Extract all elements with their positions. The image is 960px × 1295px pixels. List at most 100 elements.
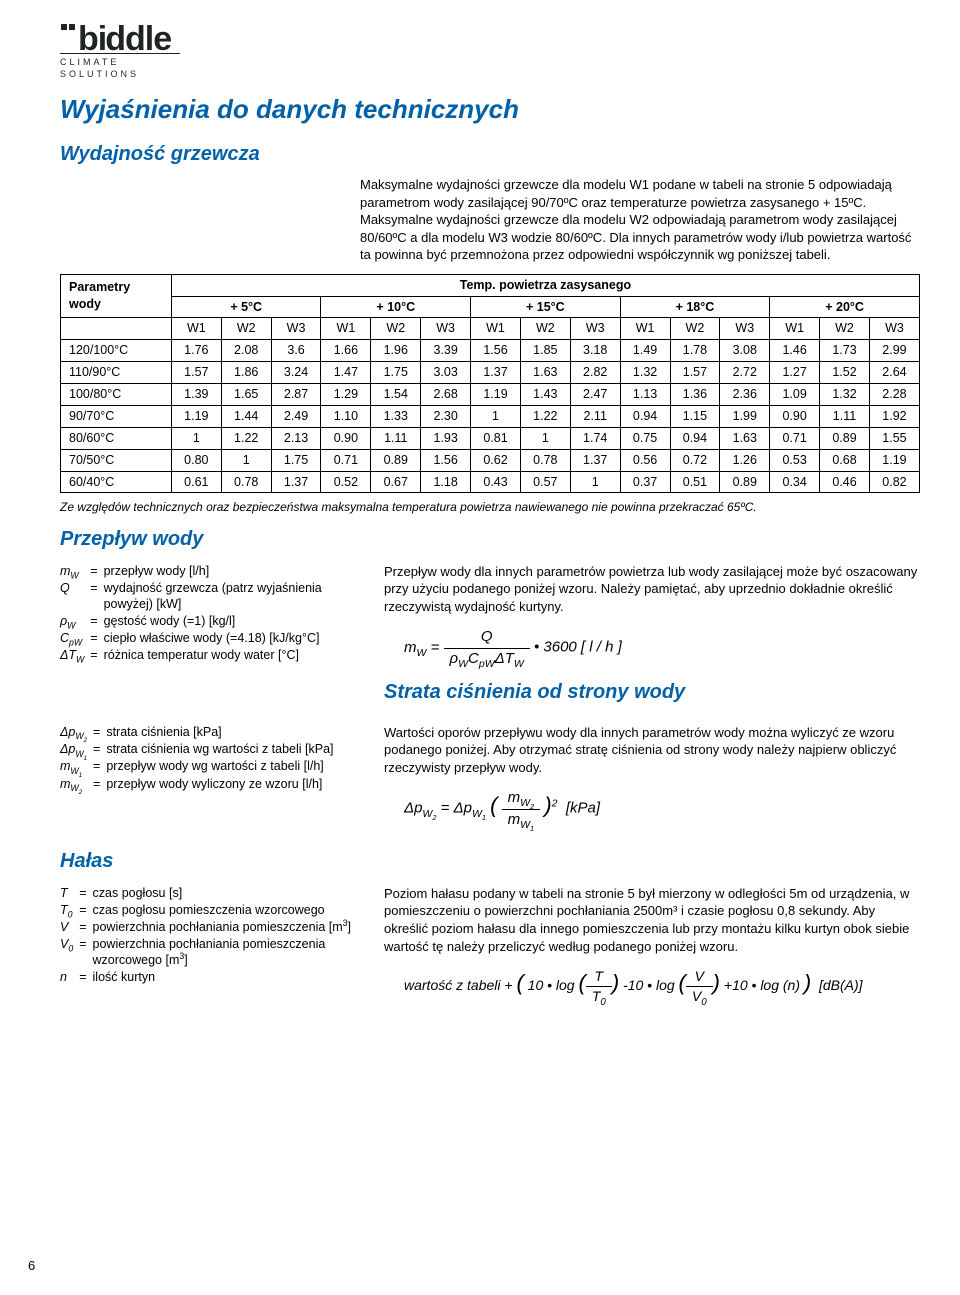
table-cell: 2.87 xyxy=(271,384,321,406)
definition-text: wydajność grzewcza (patrz wyjaśnienia po… xyxy=(104,580,360,614)
table-cell: 1.33 xyxy=(371,405,421,427)
table-subcol-cell: W1 xyxy=(171,318,221,340)
table-cell: 1.75 xyxy=(271,449,321,471)
table-cell: 0.57 xyxy=(520,471,570,493)
definition-equals: = xyxy=(93,741,106,758)
table-cell: 2.36 xyxy=(720,384,770,406)
definition-symbol: T0 xyxy=(60,902,79,919)
definition-text: strata ciśnienia wg wartości z tabeli [k… xyxy=(106,741,333,758)
pressure-formula: ΔpW2 = ΔpW1 ( mW2mW1 )2 [kPa] xyxy=(404,788,920,830)
table-cell: 1.93 xyxy=(421,427,471,449)
table-cell: 0.71 xyxy=(770,427,820,449)
table-subcol-cell: W2 xyxy=(670,318,720,340)
definition-symbol: mW xyxy=(60,563,90,580)
table-cell: 1.39 xyxy=(171,384,221,406)
table-cell: 1.86 xyxy=(221,362,271,384)
table-cell: 2.13 xyxy=(271,427,321,449)
table-cell: 1.43 xyxy=(520,384,570,406)
table-subcol-cell: W3 xyxy=(720,318,770,340)
table-cell: 1.29 xyxy=(321,384,371,406)
table-cell: 1.11 xyxy=(820,405,870,427)
table-subcol-cell: W1 xyxy=(620,318,670,340)
table-cell: 3.18 xyxy=(570,340,620,362)
table-cell: 1.18 xyxy=(421,471,471,493)
definition-text: powierzchnia pochłaniania pomieszczenia … xyxy=(93,936,360,970)
definition-symbol: mW1 xyxy=(60,758,93,775)
table-cell: 1.55 xyxy=(869,427,919,449)
table-cell: 1.37 xyxy=(471,362,521,384)
table-cell: 0.94 xyxy=(670,427,720,449)
definition-symbol: ρW xyxy=(60,613,90,630)
definition-symbol: mW2 xyxy=(60,776,93,793)
table-cell: 0.56 xyxy=(620,449,670,471)
table-subcol-cell: W1 xyxy=(770,318,820,340)
definition-symbol: ΔTW xyxy=(60,647,90,664)
table-row-label: 110/90°C xyxy=(61,362,172,384)
table-cell: 1 xyxy=(520,427,570,449)
table-subcol-cell: W2 xyxy=(820,318,870,340)
table-param-label: Parametry wody xyxy=(61,274,172,318)
definition-text: powierzchnia pochłaniania pomieszczenia … xyxy=(93,919,360,936)
definition-text: przepływ wody wg wartości z tabeli [l/h] xyxy=(106,758,333,775)
table-cell: 1.37 xyxy=(271,471,321,493)
table-cell: 0.46 xyxy=(820,471,870,493)
table-cell: 0.34 xyxy=(770,471,820,493)
table-cell: 1.85 xyxy=(520,340,570,362)
table-cell: 2.49 xyxy=(271,405,321,427)
definition-symbol: T xyxy=(60,885,79,902)
definition-text: przepływ wody wyliczony ze wzoru [l/h] xyxy=(106,776,333,793)
table-cell: 1.11 xyxy=(371,427,421,449)
table-row: 100/80°C1.391.652.871.291.542.681.191.43… xyxy=(61,384,920,406)
table-cell: 1.96 xyxy=(371,340,421,362)
table-cell: 0.61 xyxy=(171,471,221,493)
table-cell: 0.53 xyxy=(770,449,820,471)
heading-pressure: Strata ciśnienia od strony wody xyxy=(384,679,920,706)
pressure-definitions: ΔpW2=strata ciśnienia [kPa]ΔpW1=strata c… xyxy=(60,724,334,793)
table-cell: 0.89 xyxy=(371,449,421,471)
table-cell: 3.08 xyxy=(720,340,770,362)
definition-equals: = xyxy=(93,776,106,793)
flow-formula: mW = QρWCpWΔTW • 3600 [ l / h ] xyxy=(404,627,920,669)
table-cell: 1.56 xyxy=(421,449,471,471)
noise-intro: Poziom hałasu podany w tabeli na stronie… xyxy=(384,885,920,955)
brand-name: biddle xyxy=(60,24,180,55)
table-cell: 2.11 xyxy=(570,405,620,427)
table-temp-cell: + 18°C xyxy=(620,296,770,318)
table-cell: 1.99 xyxy=(720,405,770,427)
table-cell: 1.32 xyxy=(820,384,870,406)
definition-equals: = xyxy=(79,969,92,986)
table-cell: 1.57 xyxy=(670,362,720,384)
table-subcol-cell: W2 xyxy=(520,318,570,340)
table-cell: 1.52 xyxy=(820,362,870,384)
table-cell: 3.24 xyxy=(271,362,321,384)
table-cell: 3.6 xyxy=(271,340,321,362)
table-cell: 0.81 xyxy=(471,427,521,449)
table-row: 60/40°C0.610.781.370.520.671.180.430.571… xyxy=(61,471,920,493)
table-cell: 1.27 xyxy=(770,362,820,384)
page-title: Wyjaśnienia do danych technicznych xyxy=(60,92,920,127)
table-cell: 1.09 xyxy=(770,384,820,406)
definition-equals: = xyxy=(79,885,92,902)
table-cell: 1.54 xyxy=(371,384,421,406)
table-cell: 2.64 xyxy=(869,362,919,384)
table-cell: 0.72 xyxy=(670,449,720,471)
table-cell: 1.66 xyxy=(321,340,371,362)
table-row: 70/50°C0.8011.750.710.891.560.620.781.37… xyxy=(61,449,920,471)
table-subcol-cell: W1 xyxy=(321,318,371,340)
table-cell: 3.39 xyxy=(421,340,471,362)
page-number: 6 xyxy=(28,1257,35,1275)
table-cell: 1.46 xyxy=(770,340,820,362)
definition-text: czas pogłosu [s] xyxy=(93,885,360,902)
table-cell: 0.62 xyxy=(471,449,521,471)
table-cell: 1 xyxy=(171,427,221,449)
table-temp-cell: + 5°C xyxy=(171,296,321,318)
table-row-label: 80/60°C xyxy=(61,427,172,449)
table-cell: 2.47 xyxy=(570,384,620,406)
table-cell: 1.32 xyxy=(620,362,670,384)
table-subcol-row: W1W2W3W1W2W3W1W2W3W1W2W3W1W2W3 xyxy=(61,318,920,340)
table-cell: 0.68 xyxy=(820,449,870,471)
definition-equals: = xyxy=(90,580,103,614)
definition-equals: = xyxy=(93,724,106,741)
noise-formula: wartość z tabeli + ( 10 • log (TT0) -10 … xyxy=(404,967,920,1006)
table-row: 80/60°C11.222.130.901.111.930.8111.740.7… xyxy=(61,427,920,449)
